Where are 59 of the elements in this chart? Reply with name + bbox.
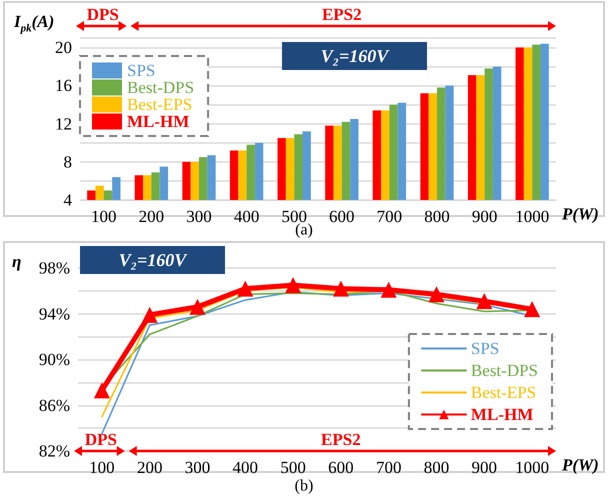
y-axis-title: I$_{pk}$(A) — [14, 12, 54, 34]
x-tick-label: 600 — [328, 458, 354, 477]
legend-label: ML-HM — [470, 405, 534, 424]
legend-label: Best-DPS — [470, 361, 538, 380]
point — [428, 286, 444, 302]
legend-label: ML-HM — [127, 112, 190, 131]
y-tick-label: 98% — [38, 258, 70, 278]
x-tick-label: 800 — [424, 207, 450, 226]
point — [142, 306, 158, 323]
x-tick-label: 400 — [234, 207, 260, 226]
y-tick-label: 90% — [38, 350, 70, 369]
x-tick-label: 200 — [136, 458, 162, 477]
y-tick-label: 12 — [55, 114, 72, 134]
x-axis-title: P(W) — [561, 456, 599, 474]
text-box: V₂=160V — [80, 246, 225, 274]
y-axis-title: η — [12, 252, 22, 272]
x-tick-label: 300 — [184, 458, 210, 477]
x-tick-label: 400 — [232, 458, 258, 477]
y-tick-label: 94% — [38, 304, 70, 324]
x-tick-label: 900 — [472, 207, 498, 226]
x-tick-label: 1000 — [515, 458, 550, 477]
point — [380, 282, 397, 298]
x-tick-label: 700 — [376, 458, 402, 477]
x-tick-label: 900 — [472, 458, 498, 477]
x-tick-label: 600 — [329, 207, 355, 226]
annotation: DPS — [84, 430, 117, 449]
y-tick-label: 20 — [55, 38, 72, 58]
y-tick-label: 4 — [64, 190, 72, 210]
legend-label: Best-EPS — [127, 95, 192, 114]
x-tick-label: 700 — [376, 207, 402, 226]
legend-label: Best-DPS — [127, 78, 194, 97]
x-tick-label: 100 — [89, 458, 115, 477]
point — [94, 382, 110, 398]
x-tick-label: 300 — [186, 207, 212, 226]
x-tick-label: 200 — [138, 207, 164, 226]
text: EPS2 — [322, 5, 362, 24]
point — [476, 293, 492, 310]
text: DPS — [86, 5, 119, 24]
x-tick-label: 500 — [280, 458, 306, 477]
y-tick-label: 86% — [38, 396, 70, 415]
legend-label: SPS — [127, 61, 156, 80]
point — [285, 277, 302, 294]
text: (a) — [295, 222, 313, 238]
legend-label: Best-EPS — [470, 383, 536, 402]
x-tick-label: 1000 — [515, 207, 550, 226]
point — [332, 280, 349, 297]
x-tick-label: 100 — [91, 207, 117, 226]
annotation: EPS2 — [321, 430, 361, 449]
x-tick-label: 800 — [424, 458, 450, 477]
point — [190, 298, 206, 315]
point — [524, 301, 540, 318]
text: (b) — [294, 478, 314, 494]
y-tick-label: 82% — [38, 442, 70, 460]
point — [237, 280, 254, 297]
text-box: V₂=160V — [282, 42, 427, 70]
y-tick-label: 16 — [55, 76, 72, 96]
x-axis-title: P(W) — [561, 204, 599, 224]
legend-label: SPS — [470, 339, 500, 358]
y-tick-label: 8 — [64, 152, 72, 172]
